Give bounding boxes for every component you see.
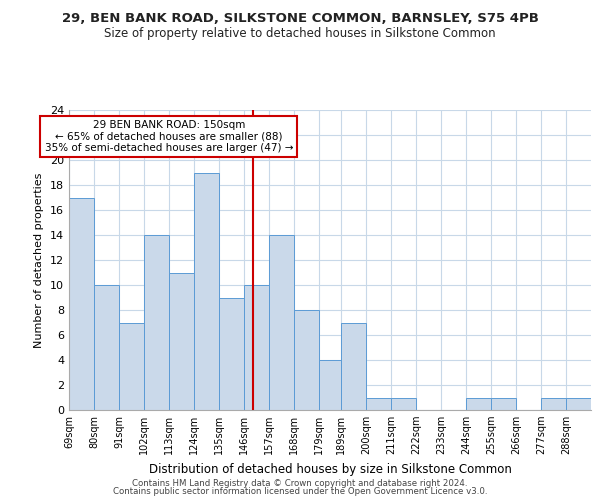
Bar <box>144 235 169 410</box>
Bar <box>319 360 341 410</box>
Bar <box>491 398 516 410</box>
Bar <box>293 310 319 410</box>
Bar <box>391 398 416 410</box>
Bar <box>541 398 566 410</box>
Bar <box>466 398 491 410</box>
X-axis label: Distribution of detached houses by size in Silkstone Common: Distribution of detached houses by size … <box>149 462 511 475</box>
Text: Contains HM Land Registry data © Crown copyright and database right 2024.: Contains HM Land Registry data © Crown c… <box>132 478 468 488</box>
Bar <box>169 272 194 410</box>
Text: Contains public sector information licensed under the Open Government Licence v3: Contains public sector information licen… <box>113 487 487 496</box>
Bar <box>244 285 269 410</box>
Bar <box>119 322 144 410</box>
Text: 29, BEN BANK ROAD, SILKSTONE COMMON, BARNSLEY, S75 4PB: 29, BEN BANK ROAD, SILKSTONE COMMON, BAR… <box>62 12 538 26</box>
Bar <box>367 398 391 410</box>
Bar <box>269 235 293 410</box>
Bar <box>566 398 591 410</box>
Text: 29 BEN BANK ROAD: 150sqm
← 65% of detached houses are smaller (88)
35% of semi-d: 29 BEN BANK ROAD: 150sqm ← 65% of detach… <box>44 120 293 153</box>
Bar <box>194 172 219 410</box>
Bar <box>219 298 244 410</box>
Y-axis label: Number of detached properties: Number of detached properties <box>34 172 44 348</box>
Bar <box>69 198 94 410</box>
Text: Size of property relative to detached houses in Silkstone Common: Size of property relative to detached ho… <box>104 28 496 40</box>
Bar <box>94 285 119 410</box>
Bar <box>341 322 367 410</box>
